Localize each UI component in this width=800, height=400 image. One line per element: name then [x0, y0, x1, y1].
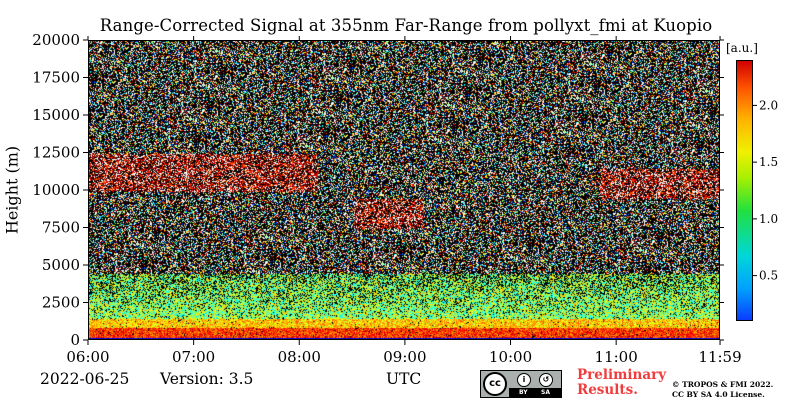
colorbar-tick-label: 0.5: [759, 269, 778, 283]
colorbar-tick-label: 1.5: [759, 155, 778, 169]
x-tick-label: 06:00: [66, 348, 109, 366]
x-tick-label: 11:59: [698, 348, 741, 366]
cc-badge-strip: [509, 388, 561, 397]
colorbar-tick-label: 2.0: [759, 98, 778, 112]
y-tick-label: 17500: [32, 69, 80, 87]
colorbar-unit: [a.u.]: [726, 41, 758, 55]
cc-license-badge: cc i ↺ BY SA: [480, 370, 562, 398]
y-tick-label: 20000: [32, 31, 80, 49]
preliminary-line1: Preliminary: [577, 367, 667, 383]
x-tick-label: 10:00: [489, 348, 532, 366]
colorbar-tick-label: 1.0: [759, 212, 778, 226]
copyright-notice: © TROPOS & FMI 2022. CC BY SA 4.0 Licens…: [672, 380, 773, 400]
y-tick-label: 10000: [32, 181, 80, 199]
copyright-line2: CC BY SA 4.0 License.: [672, 390, 765, 399]
chart-title: Range-Corrected Signal at 355nm Far-Rang…: [99, 16, 713, 35]
plot-area: [88, 40, 720, 340]
y-tick-label: 12500: [32, 144, 80, 162]
y-tick-label: 2500: [42, 294, 80, 312]
cc-icon: cc: [483, 372, 507, 396]
signal-heatmap: [89, 41, 719, 339]
y-tick-label: 15000: [32, 106, 80, 124]
y-tick-label: 5000: [42, 256, 80, 274]
copyright-line1: © TROPOS & FMI 2022.: [672, 380, 774, 389]
y-tick-label: 7500: [42, 219, 80, 237]
x-tick-label: 08:00: [278, 348, 321, 366]
x-tick-label: 11:00: [595, 348, 638, 366]
x-axis-label: UTC: [386, 370, 422, 388]
footer-version: Version: 3.5: [160, 370, 254, 388]
colorbar: [736, 60, 753, 321]
x-tick-label: 09:00: [383, 348, 426, 366]
y-tick-label: 0: [70, 331, 80, 349]
by-icon: i: [517, 373, 531, 387]
preliminary-line2: Results.: [577, 382, 638, 398]
footer-date: 2022-06-25: [40, 370, 130, 388]
sa-icon: ↺: [539, 373, 553, 387]
x-tick-label: 07:00: [172, 348, 215, 366]
cc-badge-sa-tag: SA: [541, 389, 550, 396]
preliminary-notice: Preliminary Results.: [577, 368, 666, 398]
cc-badge-by-tag: BY: [519, 389, 528, 396]
